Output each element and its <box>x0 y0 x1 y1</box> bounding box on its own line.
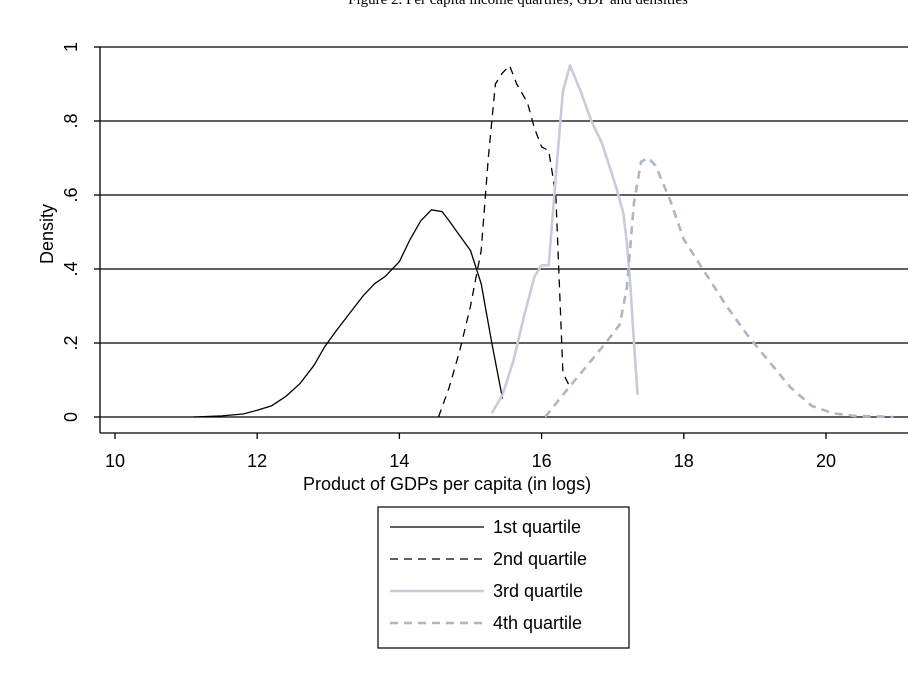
legend-label-3: 3rd quartile <box>493 581 583 601</box>
legend-label-4: 4th quartile <box>493 613 582 633</box>
series-line-3 <box>490 64 639 414</box>
x-tick-label: 20 <box>816 451 836 471</box>
series-line-4 <box>544 156 894 419</box>
legend-label-2: 2nd quartile <box>493 549 587 569</box>
legend-label-1: 1st quartile <box>493 517 581 537</box>
x-tick-label: 10 <box>105 451 125 471</box>
y-tick-label: .6 <box>61 187 81 202</box>
series-line-2 <box>437 64 571 418</box>
x-tick-label: 14 <box>389 451 409 471</box>
y-tick-label: 1 <box>61 42 81 52</box>
y-axis-label: Density <box>37 204 57 264</box>
x-axis-label: Product of GDPs per capita (in logs) <box>303 474 591 494</box>
y-tick-label: .2 <box>61 335 81 350</box>
x-tick-label: 18 <box>674 451 694 471</box>
x-tick-label: 12 <box>247 451 267 471</box>
legend-box <box>377 506 630 649</box>
legend: 1st quartile 2nd quartile 3rd quartile 4th … <box>377 506 630 649</box>
y-tick-label: 0 <box>61 412 81 422</box>
y-tick-label: .8 <box>61 113 81 128</box>
x-tick-label: 16 <box>532 451 552 471</box>
figure-caption: Figure 2. Per capita income quartiles; G… <box>348 0 688 8</box>
series-layer <box>193 64 894 419</box>
grid-lines <box>100 46 908 418</box>
y-tick-label: .4 <box>61 261 81 276</box>
axes: 0 .2 .4 .6 .8 1 10 12 14 16 18 20 <box>61 42 908 471</box>
series-line-1 <box>193 209 504 418</box>
